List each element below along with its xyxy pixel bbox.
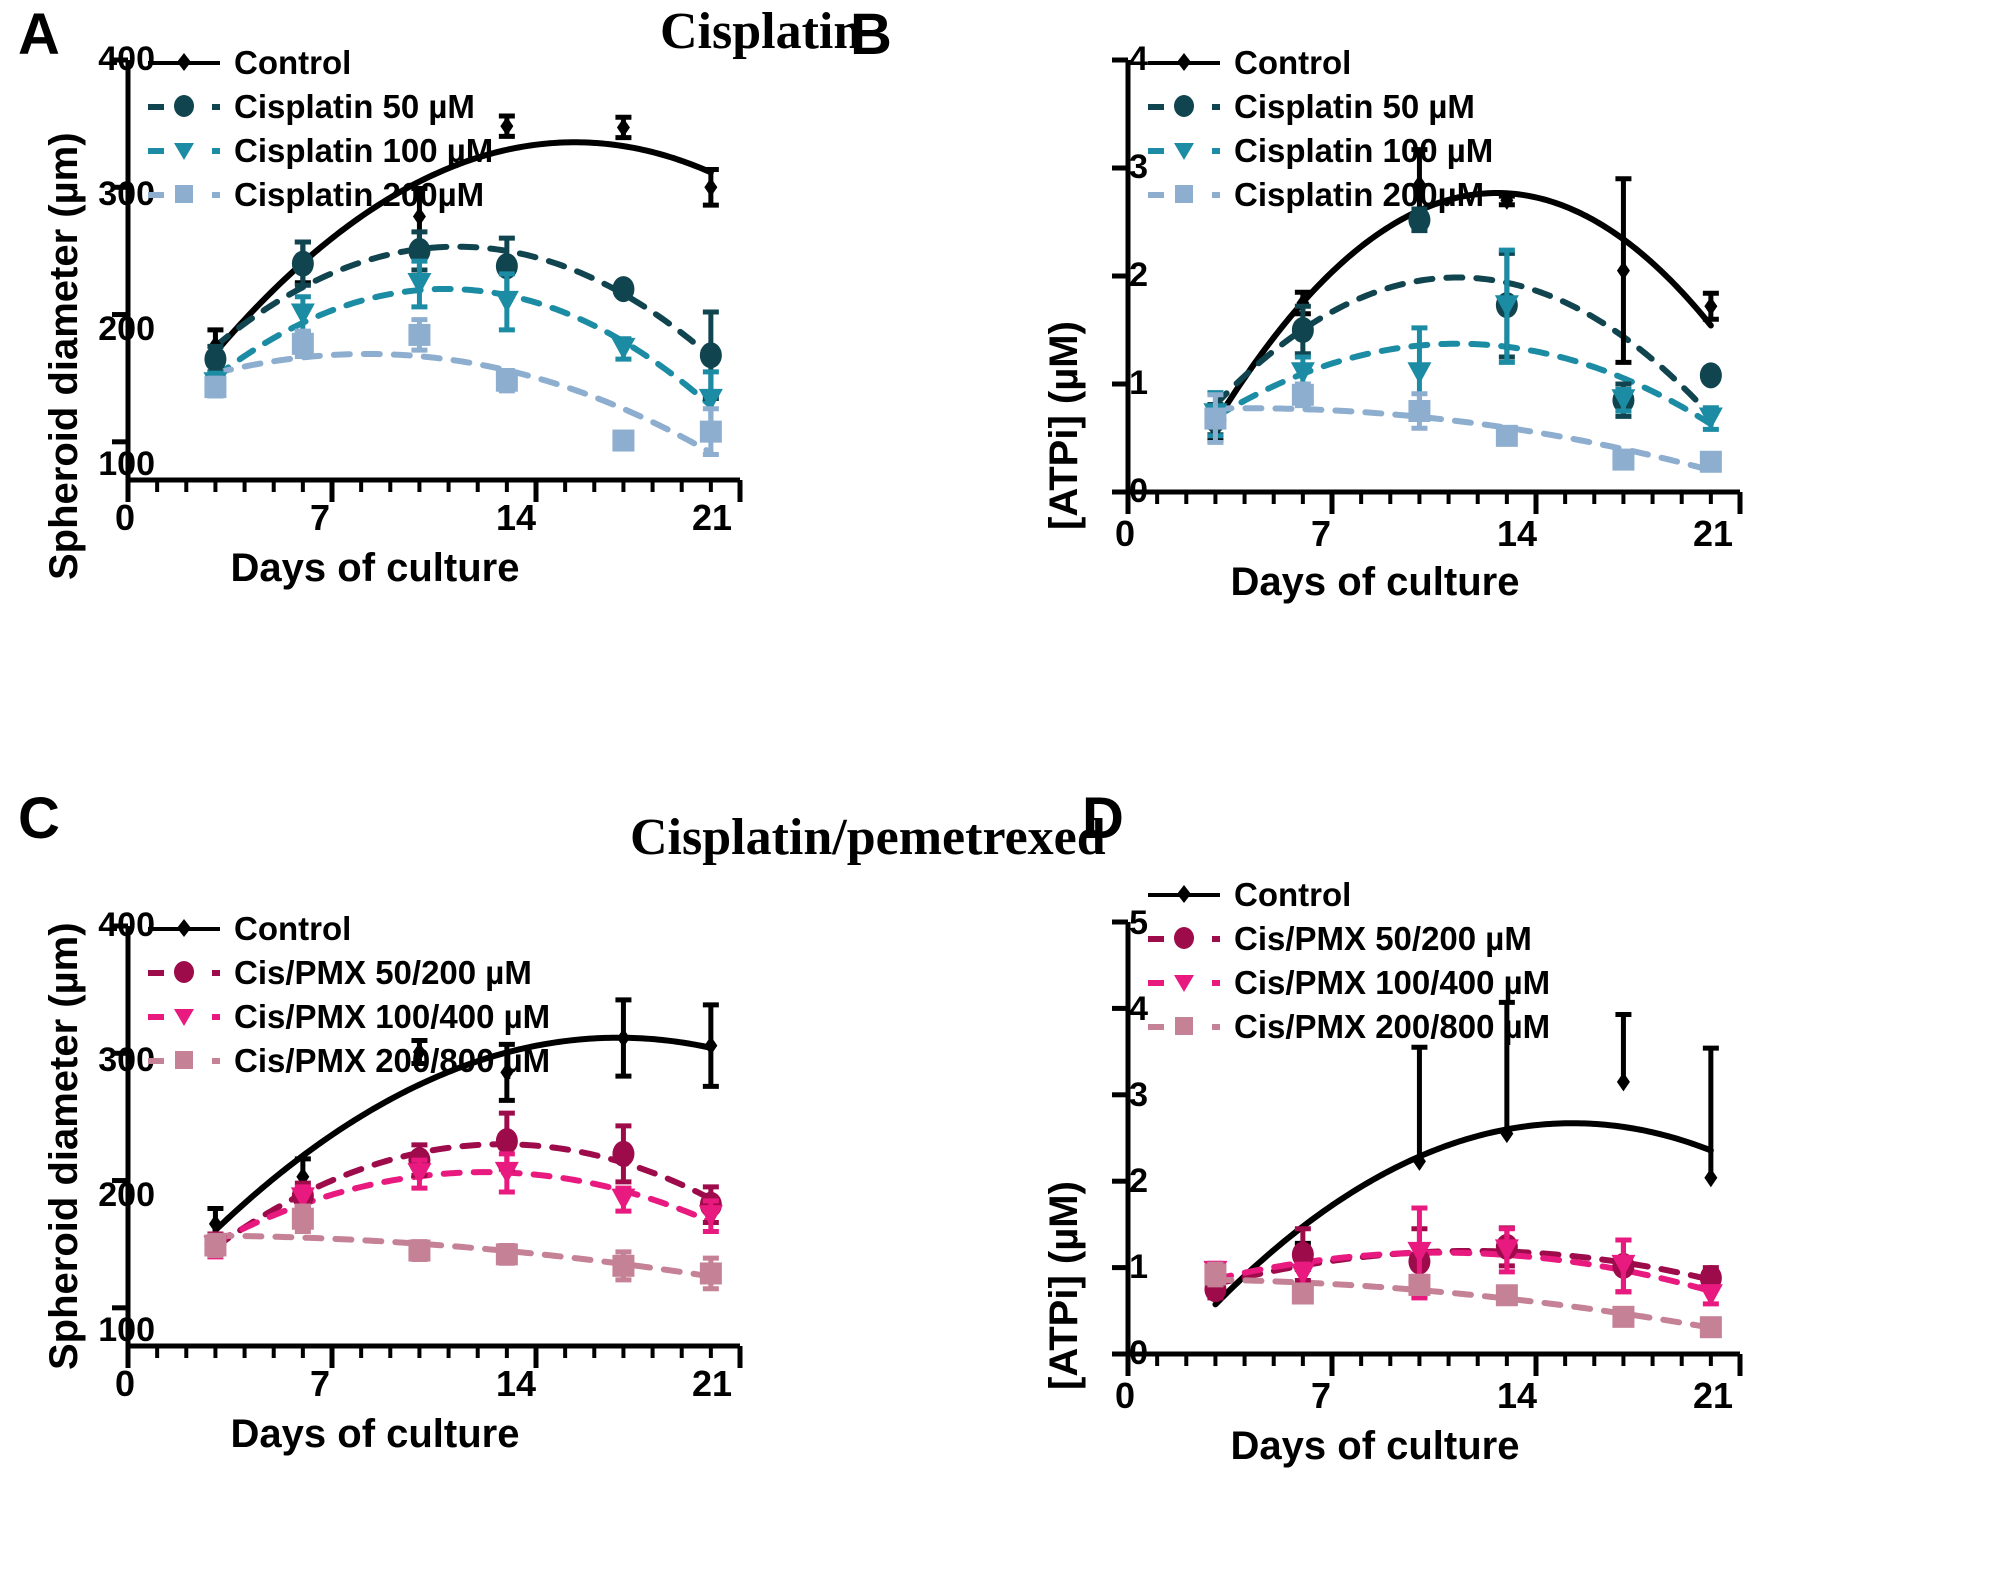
- control-line-marker-icon: [1148, 48, 1220, 76]
- panel-b-legend-label-2: Cisplatin 100 µM: [1234, 131, 1494, 169]
- panel-b-legend-item-control[interactable]: Control: [1148, 40, 1493, 84]
- panel-letter-c: C: [18, 786, 60, 851]
- panel-b-legend-item-cis200[interactable]: Cisplatin 200µM: [1148, 172, 1493, 216]
- panel-d-legend-item-pmx50[interactable]: Cis/PMX 50/200 µM: [1148, 916, 1550, 960]
- group-title-cisplatin: Cisplatin: [660, 3, 863, 60]
- panel-a-legend: Control Cisplatin 50 µM: [148, 40, 493, 216]
- panel-d-legend-label-2: Cis/PMX 100/400 µM: [1234, 963, 1551, 1001]
- panel-d-ytick-2: 2: [1129, 1162, 1148, 1200]
- panel-letter-a: A: [18, 2, 60, 67]
- panel-d-x-axis-title: Days of culture: [1230, 1424, 1520, 1468]
- panel-b-ytick-1: 1: [1129, 364, 1148, 402]
- panel-d-xtick-7: 7: [1310, 1375, 1332, 1416]
- panel-a-legend-item-cis200[interactable]: Cisplatin 200µM: [148, 172, 493, 216]
- cis100-dashed-triangle-icon: [1148, 136, 1220, 164]
- panel-b-xtick-21: 21: [1692, 513, 1734, 554]
- panel-b-legend-item-cis50[interactable]: Cisplatin 50 µM: [1148, 84, 1493, 128]
- panel-b-legend-item-cis100[interactable]: Cisplatin 100 µM: [1148, 128, 1493, 172]
- pmx200-dashed-square-icon: [1148, 1012, 1220, 1040]
- panel-b-x-axis-title: Days of culture: [1230, 560, 1520, 604]
- panel-c-legend-item-control[interactable]: Control: [148, 906, 550, 950]
- panel-a: Spheroid diameter (µm) 400 300 200 100 0…: [0, 0, 1000, 760]
- panel-d-legend-item-pmx100[interactable]: Cis/PMX 100/400 µM: [1148, 960, 1550, 1004]
- panel-b: [ATPi] (µM) 4 3 2 1 0 0 7 14 21 Days of …: [1000, 0, 2000, 760]
- cis100-dashed-triangle-icon: [148, 136, 220, 164]
- panel-c-xtick-7: 7: [309, 1363, 331, 1404]
- panel-a-legend-label-0: Control: [234, 43, 352, 81]
- cis50-dashed-circle-icon: [148, 92, 220, 120]
- panel-a-legend-item-cis100[interactable]: Cisplatin 100 µM: [148, 128, 493, 172]
- pmx100-dashed-triangle-icon: [148, 1002, 220, 1030]
- panel-d-legend-label-1: Cis/PMX 50/200 µM: [1234, 919, 1532, 957]
- panel-a-legend-label-3: Cisplatin 200µM: [234, 175, 485, 213]
- panel-b-plot: [1112, 57, 1743, 514]
- panel-d-legend: Control Cis/PMX 50/200 µM Cis/PMX 100/40…: [1148, 872, 1550, 1048]
- panel-c-legend: Control Cis/PMX 50/200 µM Cis/PMX 100/40…: [148, 906, 550, 1082]
- panel-d-plot: [1112, 919, 1743, 1376]
- panel-b-ytick-3: 3: [1129, 148, 1148, 186]
- panel-c-legend-label-1: Cis/PMX 50/200 µM: [234, 953, 532, 991]
- panel-a-legend-label-2: Cisplatin 100 µM: [234, 131, 494, 169]
- panel-c-legend-label-0: Control: [234, 909, 352, 947]
- control-line-marker-icon: [148, 914, 220, 942]
- panel-d: [ATPi] (µM) 5 4 3 2 1 0 0 7 14 21 Days o…: [1000, 790, 2000, 1590]
- panel-d-ytick-1: 1: [1129, 1248, 1148, 1286]
- panel-a-legend-label-1: Cisplatin 50 µM: [234, 87, 475, 125]
- panel-b-xtick-0: 0: [1114, 513, 1136, 554]
- panel-b-legend: Control Cisplatin 50 µM Cisplatin 100 µM: [1148, 40, 1493, 216]
- panel-d-ytick-3: 3: [1129, 1076, 1148, 1114]
- panel-a-xtick-21: 21: [691, 497, 733, 538]
- panel-a-x-axis-title: Days of culture: [230, 546, 520, 590]
- pmx100-dashed-triangle-icon: [1148, 968, 1220, 996]
- panel-d-legend-item-pmx200[interactable]: Cis/PMX 200/800 µM: [1148, 1004, 1550, 1048]
- panel-d-xtick-14: 14: [1496, 1375, 1538, 1416]
- cis200-dashed-square-icon: [1148, 180, 1220, 208]
- panel-c-legend-label-3: Cis/PMX 200/800 µM: [234, 1041, 551, 1079]
- cis200-dashed-square-icon: [148, 180, 220, 208]
- panel-c: Spheroid diameter (µm) 400 300 200 100 0…: [0, 790, 1000, 1590]
- panel-c-xtick-21: 21: [691, 1363, 733, 1404]
- pmx50-dashed-circle-icon: [1148, 924, 1220, 952]
- panel-d-legend-label-3: Cis/PMX 200/800 µM: [1234, 1007, 1551, 1045]
- panel-c-legend-item-pmx100[interactable]: Cis/PMX 100/400 µM: [148, 994, 550, 1038]
- pmx50-dashed-circle-icon: [148, 958, 220, 986]
- panel-a-plot: [112, 57, 743, 502]
- panel-b-legend-label-3: Cisplatin 200µM: [1234, 175, 1485, 213]
- panel-a-legend-item-control[interactable]: Control: [148, 40, 493, 84]
- panel-c-legend-item-pmx50[interactable]: Cis/PMX 50/200 µM: [148, 950, 550, 994]
- panel-letter-b: B: [850, 2, 892, 67]
- panel-a-xtick-0: 0: [114, 497, 136, 538]
- panel-a-xtick-7: 7: [309, 497, 331, 538]
- panel-c-xtick-14: 14: [495, 1363, 537, 1404]
- control-line-marker-icon: [1148, 880, 1220, 908]
- group-title-cisplatin-pemetrexed: Cisplatin/pemetrexed: [630, 809, 1106, 866]
- panel-c-legend-item-pmx200[interactable]: Cis/PMX 200/800 µM: [148, 1038, 550, 1082]
- panel-b-legend-label-1: Cisplatin 50 µM: [1234, 87, 1475, 125]
- panel-d-ytick-5: 5: [1129, 904, 1148, 942]
- panel-c-plot: [112, 923, 743, 1368]
- panel-d-xtick-0: 0: [1114, 1375, 1136, 1416]
- cis50-dashed-circle-icon: [1148, 92, 1220, 120]
- panel-d-legend-label-0: Control: [1234, 875, 1352, 913]
- panel-b-ytick-4: 4: [1129, 40, 1148, 78]
- panel-d-xtick-21: 21: [1692, 1375, 1734, 1416]
- panel-letter-d: D: [1082, 786, 1124, 851]
- panel-b-ytick-2: 2: [1129, 256, 1148, 294]
- panel-b-xtick-7: 7: [1310, 513, 1332, 554]
- control-line-marker-icon: [148, 48, 220, 76]
- panel-a-xtick-14: 14: [495, 497, 537, 538]
- panel-c-x-axis-title: Days of culture: [230, 1412, 520, 1456]
- panel-a-legend-item-cis50[interactable]: Cisplatin 50 µM: [148, 84, 493, 128]
- pmx200-dashed-square-icon: [148, 1046, 220, 1074]
- panel-b-legend-label-0: Control: [1234, 43, 1352, 81]
- panel-c-xtick-0: 0: [114, 1363, 136, 1404]
- panel-c-legend-label-2: Cis/PMX 100/400 µM: [234, 997, 551, 1035]
- panel-b-xtick-14: 14: [1496, 513, 1538, 554]
- panel-d-ytick-4: 4: [1129, 990, 1148, 1028]
- panel-d-legend-item-control[interactable]: Control: [1148, 872, 1550, 916]
